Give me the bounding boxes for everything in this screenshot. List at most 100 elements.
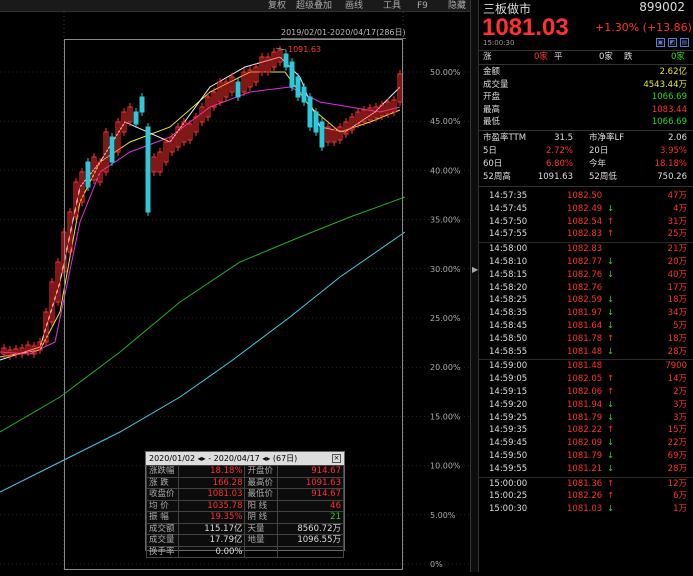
stats-value: 8560.72万	[276, 522, 345, 535]
tick-row: 14:58:55 1081.48 ↓ 28万	[479, 346, 693, 358]
toolbar-item-5[interactable]: 隐藏	[448, 1, 467, 11]
quote-label: 最低	[483, 117, 501, 128]
quote-label: 开盘	[483, 92, 501, 103]
tick-time: 14:59:55	[489, 463, 528, 474]
tick-time: 14:57:50	[489, 216, 528, 227]
candle-body	[43, 311, 49, 343]
tick-row: 14:59:55 1081.21 ↓ 28万	[479, 463, 693, 475]
candle-body	[235, 81, 241, 98]
candle-body	[91, 156, 97, 181]
ma250-line	[0, 231, 406, 493]
divider-line	[479, 186, 693, 187]
candle-body	[193, 116, 199, 133]
candle-body	[85, 161, 91, 188]
toolbar-item-4[interactable]: F9	[417, 1, 428, 11]
stats-label: 阴 线	[244, 511, 278, 524]
tick-row: 14:58:25 1082.59 ↓ 18万	[479, 294, 693, 306]
toolbar-item-0[interactable]: 复权	[268, 1, 287, 11]
tick-row: 14:58:50 1081.78 ↑ 18万	[479, 333, 693, 345]
tick-volume: 14万	[667, 374, 687, 385]
range-selection-box[interactable]	[64, 39, 403, 570]
settings-icon[interactable]: ▤	[680, 38, 689, 47]
toolbar-item-2[interactable]: 画线	[345, 1, 364, 11]
tick-price: 1081.21	[567, 463, 603, 474]
candle-body	[307, 96, 313, 128]
close-icon[interactable]: ×	[332, 454, 341, 463]
stats-label: 收盘价	[145, 488, 180, 501]
axis-tick-label: 25.00%	[430, 314, 461, 323]
tick-time: 14:58:15	[489, 269, 528, 280]
stats-value: 21	[276, 511, 345, 524]
down-arrow-icon: ↓	[607, 438, 615, 449]
ratio-label: 5日	[483, 146, 497, 156]
tick-volume: 20万	[667, 257, 687, 267]
ratio-value: 2.72%	[545, 146, 573, 156]
axis-tick-label: 50.00%	[430, 68, 461, 77]
candle-body	[217, 81, 223, 103]
quote-row: 金额 2.62亿	[479, 66, 693, 78]
candle-body	[277, 49, 283, 63]
tick-time: 15:00:00	[489, 478, 528, 489]
stats-row: 涨跌幅 18.18% 开盘价 914.67	[145, 465, 345, 478]
tick-volume: 47万	[667, 191, 687, 201]
tick-price: 1081.36	[567, 478, 603, 489]
candle-body	[199, 106, 205, 123]
down-arrow-icon: ↓	[607, 269, 615, 280]
tick-row: 14:57:45 1082.49 ↓ 4万	[479, 203, 693, 215]
axis-tick-label: 0%	[430, 560, 443, 569]
candle-body	[103, 131, 109, 173]
stats-label: 振 幅	[145, 511, 180, 524]
tick-row: 15:00:25 1082.26 ↑ 6万	[479, 490, 693, 502]
quote-panel: 三板做市 899002 1081.03 +1.30% (+13.86) 15:0…	[479, 0, 693, 572]
stats-label: 天量	[244, 522, 278, 535]
tick-volume: 5万	[673, 321, 687, 331]
candle-body	[253, 66, 259, 83]
tick-price: 1082.09	[567, 438, 603, 449]
divider-line	[479, 476, 693, 478]
candle-body	[331, 129, 337, 143]
tick-price: 1081.79	[567, 412, 603, 423]
stats-value: 1081.03	[178, 488, 246, 501]
tick-volume: 40万	[667, 269, 687, 280]
axis-tick-label: 30.00%	[430, 265, 461, 274]
candle-body	[265, 56, 271, 73]
ma60-line	[0, 196, 406, 433]
axis-tick-label: 40.00%	[430, 166, 461, 175]
tick-time: 14:59:35	[489, 425, 528, 436]
tick-time: 14:59:45	[489, 438, 528, 449]
stats-value: 914.67	[276, 465, 345, 478]
candle-body	[241, 71, 247, 93]
quote-label: 最高	[483, 104, 501, 115]
tick-time: 14:59:00	[489, 361, 528, 372]
ratio-label: 20日	[589, 146, 609, 156]
candle-body	[301, 86, 307, 103]
collapse-arrow-icon[interactable]: ▶	[472, 265, 479, 274]
panel-divider[interactable]: ▶	[470, 0, 479, 572]
divider-line	[479, 50, 693, 51]
tick-price: 1082.76	[567, 282, 603, 293]
tick-time: 14:58:45	[489, 321, 528, 331]
divider-line	[479, 242, 693, 244]
candle-body	[223, 81, 229, 98]
ratio-value: 750.26	[657, 172, 687, 182]
compare-icon[interactable]: ◩	[668, 38, 677, 47]
stats-header-label: 2020/01/02 ◂▸ - 2020/04/17 ◂▸ (67日)	[149, 454, 298, 463]
tick-time: 14:58:20	[489, 282, 528, 293]
tick-row: 14:59:50 1081.79 ↓ 69万	[479, 450, 693, 462]
tick-price: 1081.64	[567, 321, 603, 331]
tick-volume: 25万	[667, 229, 687, 240]
tick-row: 14:58:45 1081.64 ↓ 5万	[479, 320, 693, 332]
tick-price: 1082.54	[567, 216, 603, 227]
chart-icon[interactable]: ▣	[656, 38, 665, 47]
toolbar-item-3[interactable]: 工具	[383, 1, 402, 11]
ratio-value: 6.80%	[545, 159, 573, 169]
up-arrow-icon: ↑	[607, 374, 615, 385]
axis-tick-label: 20.00%	[430, 363, 461, 372]
tick-row: 14:57:50 1082.54 ↑ 31万	[479, 216, 693, 228]
quote-row: 开盘 1066.69	[479, 91, 693, 103]
stats-row: 均 价 1035.78 阳 线 46	[145, 499, 345, 512]
quote-row: 成交量 4543.44万	[479, 79, 693, 91]
tick-time: 14:58:25	[489, 295, 528, 306]
ratio-label: 今年	[589, 159, 607, 169]
toolbar-item-1[interactable]: 超级叠加	[296, 1, 333, 11]
